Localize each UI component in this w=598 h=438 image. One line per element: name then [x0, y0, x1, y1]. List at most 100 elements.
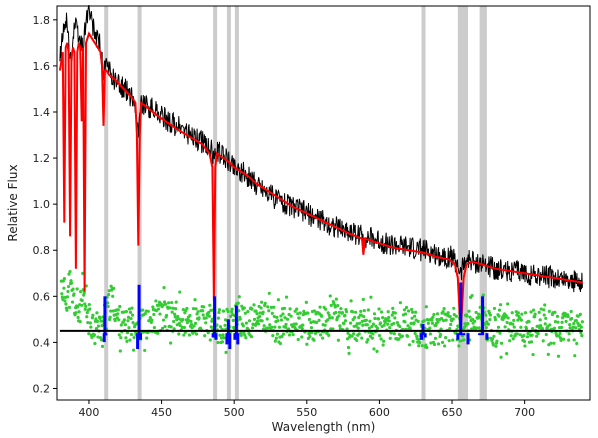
residual-point — [364, 318, 368, 322]
residual-point — [107, 292, 111, 297]
residual-point — [525, 335, 530, 339]
residual-point — [273, 325, 277, 329]
residual-point — [98, 316, 102, 320]
residual-point — [108, 315, 112, 319]
residual-point — [278, 341, 283, 346]
residual-point — [93, 341, 97, 346]
residual-point — [432, 342, 437, 347]
residual-point — [252, 317, 257, 321]
residual-point — [413, 331, 417, 336]
residual-point — [370, 324, 374, 329]
residual-point — [296, 337, 300, 342]
residual-point — [350, 334, 354, 338]
residual-point — [162, 286, 166, 290]
residual-point — [430, 318, 434, 322]
residual-point — [68, 270, 72, 274]
residual-point — [64, 302, 68, 306]
y-axis-ticks: 0.2 0.4 0.6 0.8 1.0 1.2 1.4 1.6 1.8 — [33, 14, 57, 395]
residual-point — [300, 327, 304, 331]
residual-point — [391, 306, 395, 310]
residual-point — [544, 316, 548, 321]
residual-point — [168, 306, 172, 310]
residual-point — [522, 333, 526, 338]
residual-point — [143, 348, 147, 353]
masked-band-6 — [457, 6, 469, 400]
residual-point — [334, 297, 338, 301]
residual-point — [62, 286, 66, 290]
y-tick-label: 1.2 — [33, 152, 51, 165]
residual-point — [558, 336, 563, 340]
residual-point — [156, 307, 161, 311]
residual-point — [270, 311, 274, 315]
masked-residual-mark — [478, 333, 482, 336]
residual-point — [203, 334, 207, 338]
residual-point — [160, 326, 165, 330]
residual-point — [552, 341, 556, 345]
residual-point — [77, 310, 81, 314]
masked-residual-mark — [225, 333, 229, 345]
residual-point — [193, 298, 197, 302]
residual-point — [371, 332, 375, 336]
residual-point — [169, 325, 173, 329]
residual-point — [362, 314, 366, 319]
residual-point — [79, 290, 83, 294]
residual-point — [377, 307, 381, 311]
residual-point — [181, 307, 185, 312]
residual-point — [511, 322, 515, 326]
residual-point — [126, 319, 130, 323]
residual-point — [379, 337, 383, 341]
residual-point — [492, 306, 497, 311]
residual-point — [409, 321, 413, 326]
residual-point — [351, 317, 355, 322]
residual-point — [468, 315, 472, 319]
residual-point — [407, 343, 412, 347]
residual-point — [505, 320, 509, 325]
residual-point — [497, 308, 502, 312]
residual-point — [491, 343, 496, 347]
residual-point — [360, 319, 364, 323]
residual-point — [176, 316, 180, 321]
residual-point — [207, 314, 211, 318]
residual-point — [145, 336, 149, 340]
residual-point — [451, 317, 455, 321]
residual-point — [84, 304, 88, 308]
residual-point — [281, 312, 285, 316]
residual-point — [124, 309, 129, 314]
residual-point — [498, 303, 503, 307]
residual-point — [161, 318, 166, 322]
residual-point — [117, 333, 121, 337]
residual-point — [529, 340, 534, 344]
residual-point — [579, 325, 583, 329]
residual-point — [344, 310, 349, 314]
residual-point — [152, 325, 156, 330]
residual-point — [239, 333, 243, 338]
residual-point — [107, 289, 111, 293]
residual-point — [260, 300, 264, 304]
masked-band-7 — [479, 6, 487, 400]
residual-point — [236, 301, 240, 305]
residual-point — [572, 338, 576, 342]
residual-point — [378, 321, 383, 325]
residual-point — [309, 326, 314, 330]
residual-point — [392, 321, 396, 326]
residual-point — [325, 331, 329, 335]
residual-point — [167, 301, 171, 305]
residual-point — [314, 320, 319, 325]
residual-point — [426, 321, 430, 325]
residual-point — [493, 317, 498, 322]
residual-point — [388, 325, 392, 330]
residual-point — [389, 331, 393, 335]
residual-point — [473, 319, 477, 323]
residual-point — [539, 323, 543, 328]
residual-point — [163, 324, 167, 329]
residual-point — [549, 341, 553, 345]
residual-point — [111, 294, 115, 298]
residual-point — [204, 316, 208, 320]
residual-point — [111, 309, 115, 313]
residual-point — [448, 327, 452, 331]
residual-point — [85, 315, 89, 319]
residual-point — [230, 310, 234, 314]
residual-point — [221, 333, 225, 337]
residual-point — [208, 303, 212, 307]
